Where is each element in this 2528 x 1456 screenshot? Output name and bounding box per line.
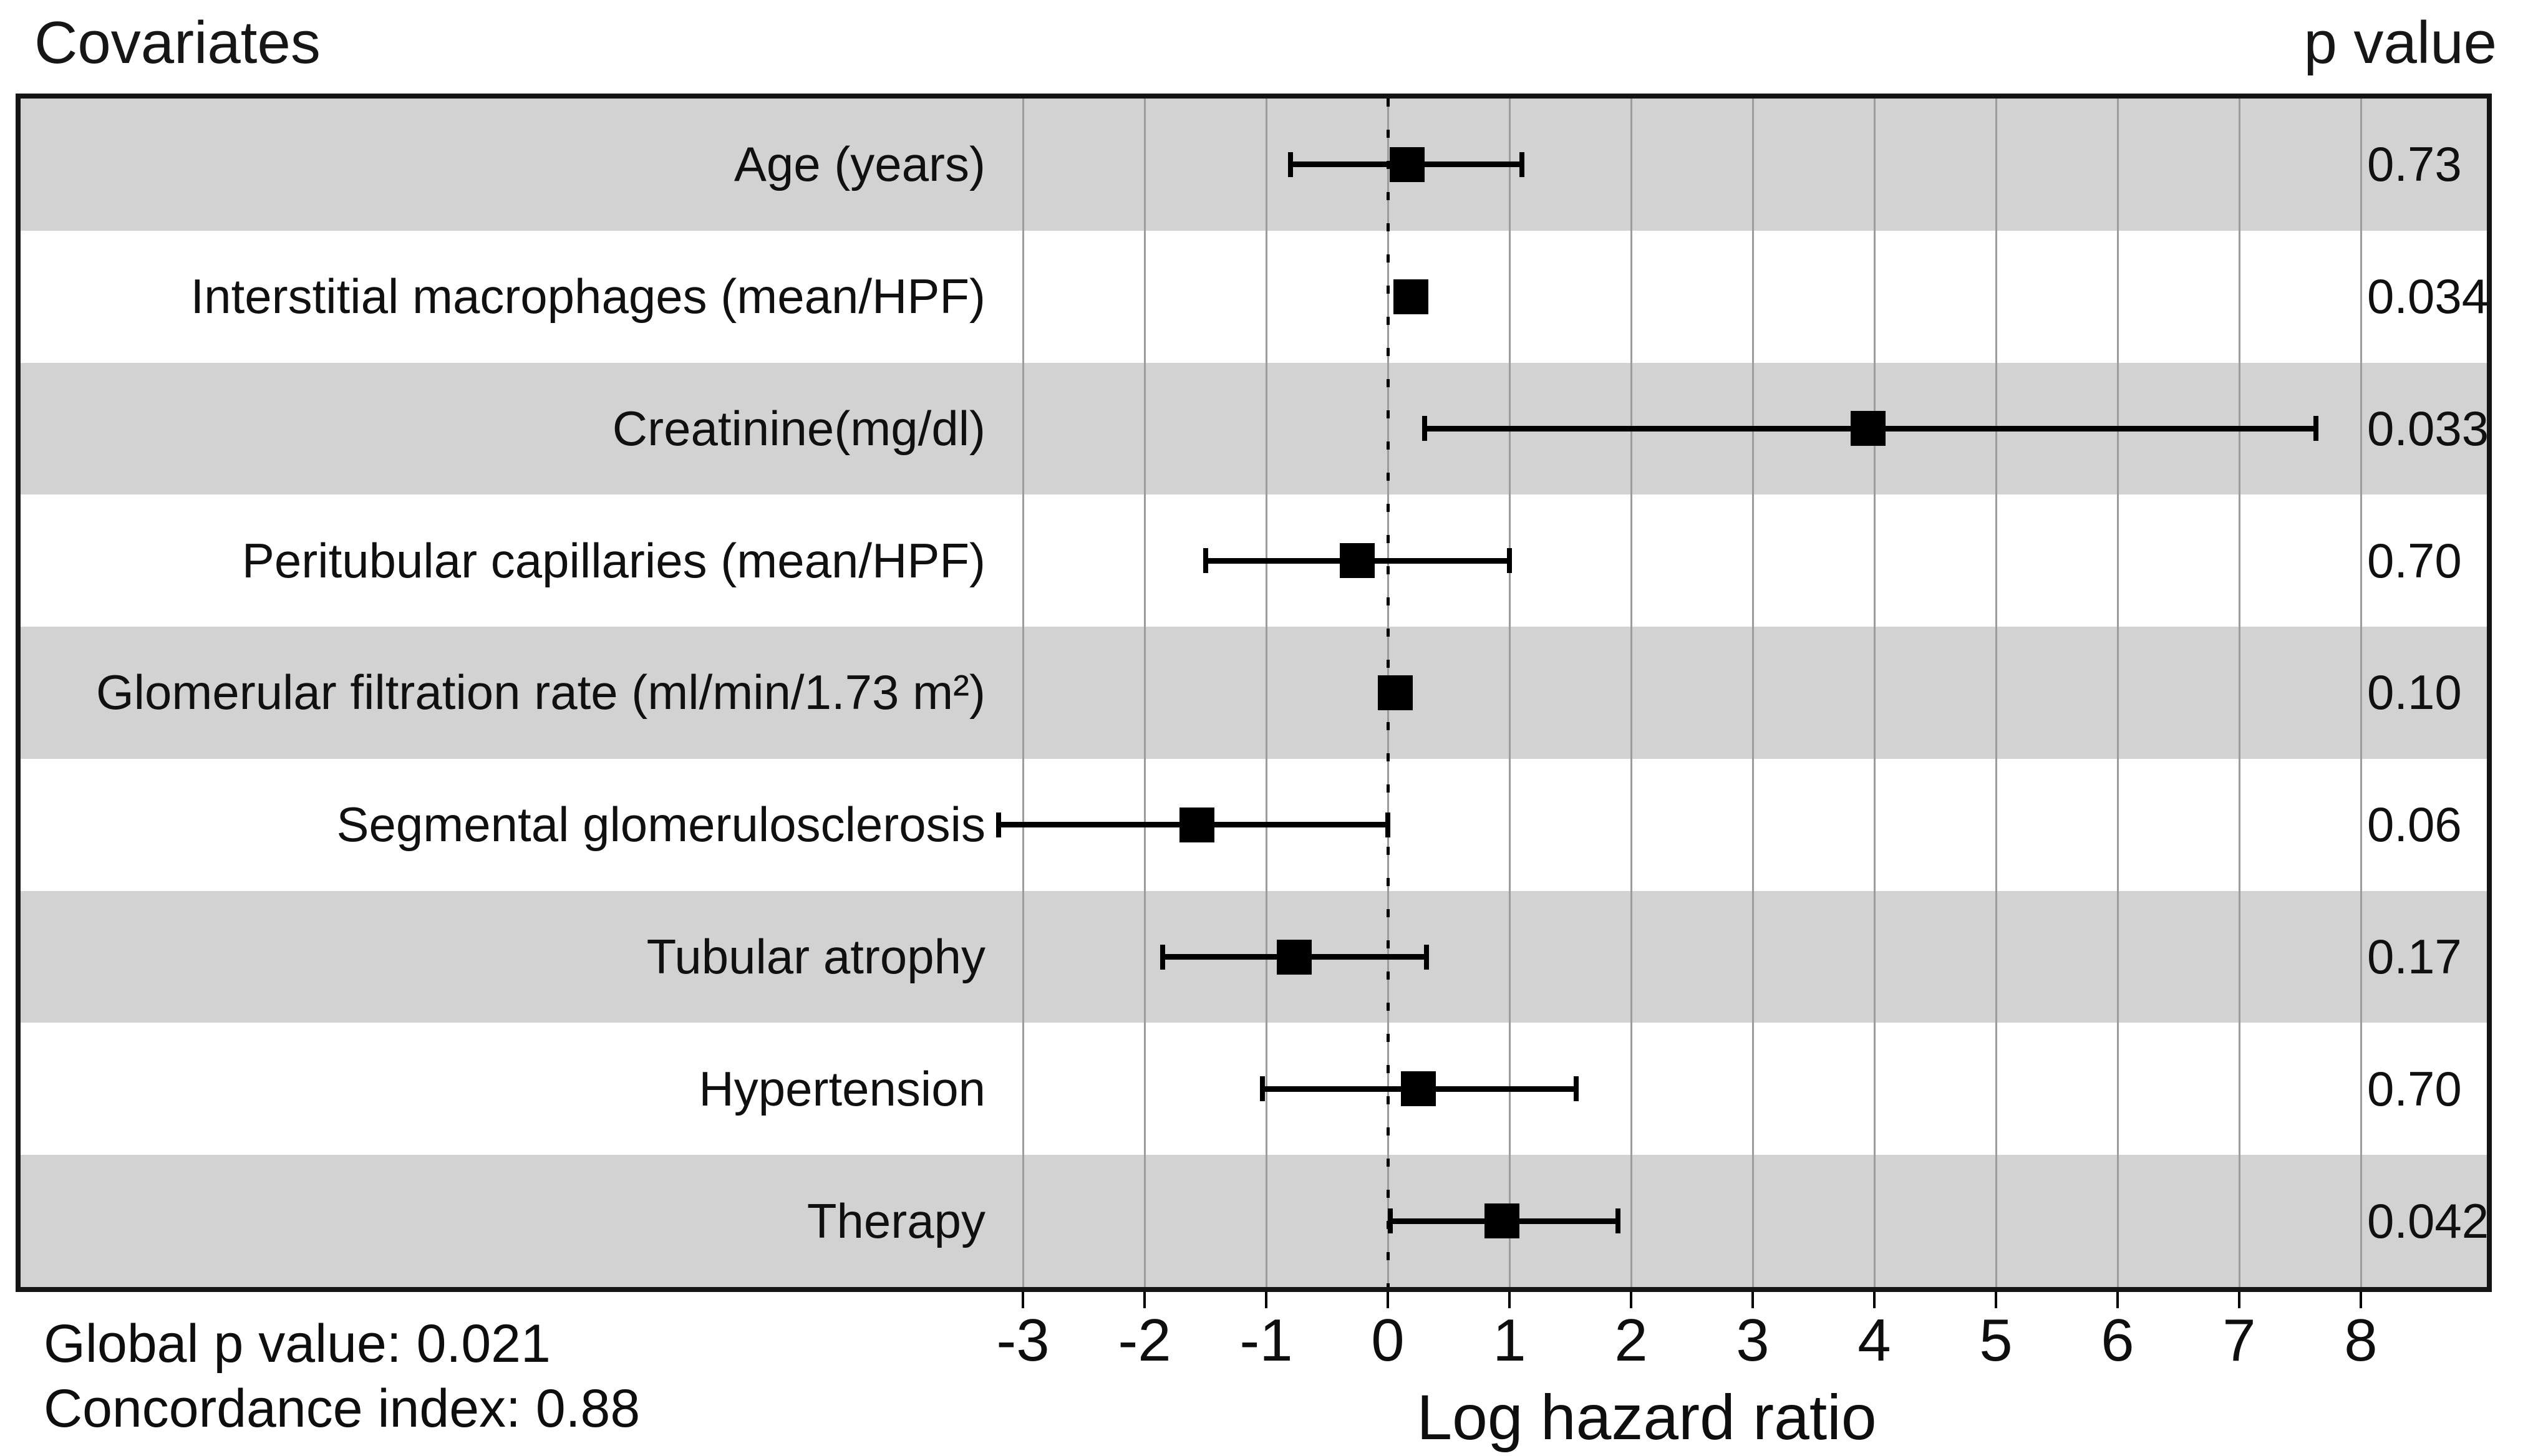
covariate-label: Segmental glomerulosclerosis <box>336 797 986 852</box>
x-axis-tick <box>1873 1292 1876 1308</box>
x-axis-tick-label: 7 <box>2222 1307 2256 1374</box>
row-stripe <box>21 1155 2487 1287</box>
gridline <box>2116 99 2119 1287</box>
p-value: 0.73 <box>2367 137 2462 192</box>
x-axis-tick-label: 3 <box>1736 1307 1770 1374</box>
x-axis-tick <box>2238 1292 2240 1308</box>
estimate-marker <box>1390 147 1425 182</box>
covariate-label: Peritubular capillaries (mean/HPF) <box>241 533 986 588</box>
p-value: 0.70 <box>2367 533 2462 588</box>
gridline <box>1751 99 1754 1287</box>
covariate-label: Glomerular filtration rate (ml/min/1.73 … <box>95 665 986 720</box>
estimate-marker <box>1393 279 1429 314</box>
estimate-marker <box>1851 411 1886 446</box>
x-axis-tick <box>1751 1292 1754 1308</box>
p-value-column-header: p value <box>2303 9 2497 76</box>
concordance-index-note: Concordance index: 0.88 <box>44 1379 641 1439</box>
estimate-marker <box>1276 939 1312 975</box>
x-axis-tick-label: 5 <box>1979 1307 2013 1374</box>
gridline <box>1508 99 1511 1287</box>
p-value: 0.70 <box>2367 1061 2462 1116</box>
covariate-label: Creatinine(mg/dl) <box>612 400 986 456</box>
x-axis-title: Log hazard ratio <box>1417 1382 1877 1453</box>
x-axis-tick-label: -2 <box>1118 1307 1171 1374</box>
ci-whisker-cap <box>1421 416 1427 441</box>
gridline <box>2360 99 2362 1287</box>
ci-whisker-cap <box>1615 1208 1620 1234</box>
x-axis-tick <box>1387 1292 1389 1308</box>
x-axis-tick-label: 6 <box>2101 1307 2134 1374</box>
ci-whisker-cap <box>1507 548 1512 574</box>
x-axis-tick <box>1265 1292 1267 1308</box>
ci-whisker-cap <box>1424 944 1430 970</box>
x-axis-tick-label: 8 <box>2344 1307 2378 1374</box>
ci-whisker-cap <box>1160 944 1166 970</box>
x-axis-tick <box>1022 1292 1024 1308</box>
p-value: 0.17 <box>2367 929 2462 985</box>
gridline <box>1630 99 1632 1287</box>
x-axis-tick-label: 0 <box>1371 1307 1405 1374</box>
ci-whisker-cap <box>1288 152 1293 177</box>
ci-whisker-cap <box>1385 812 1390 837</box>
p-value: 0.06 <box>2367 797 2462 852</box>
covariate-label: Hypertension <box>699 1061 986 1116</box>
p-value: 0.033 <box>2367 400 2489 456</box>
covariate-label: Age (years) <box>734 137 986 192</box>
ci-whisker-cap <box>1574 1076 1579 1102</box>
row-stripe <box>21 627 2487 759</box>
gridline <box>1873 99 1876 1287</box>
p-value: 0.042 <box>2367 1193 2489 1248</box>
covariate-label: Interstitial macrophages (mean/HPF) <box>190 269 986 324</box>
estimate-marker <box>1400 1071 1436 1107</box>
covariate-label: Therapy <box>806 1193 986 1248</box>
x-axis-tick-label: 1 <box>1493 1307 1526 1374</box>
ci-whisker-cap <box>2313 416 2318 441</box>
ci-whisker-cap <box>1260 1076 1266 1102</box>
p-value: 0.034 <box>2367 269 2489 324</box>
gridline <box>1995 99 1997 1287</box>
x-axis-tick <box>2360 1292 2362 1308</box>
gridline <box>1022 99 1024 1287</box>
x-axis-tick <box>1630 1292 1632 1308</box>
gridline <box>1265 99 1267 1287</box>
ci-whisker-cap <box>1203 548 1208 574</box>
forest-plot: Age (years) 0.73 Interstitial macrophages … <box>16 94 2492 1292</box>
estimate-marker <box>1377 675 1413 710</box>
ci-whisker-cap <box>1519 152 1524 177</box>
estimate-marker <box>1179 807 1214 842</box>
covariate-label: Tubular atrophy <box>646 929 986 985</box>
x-axis-tick <box>1995 1292 1997 1308</box>
x-axis-tick <box>2116 1292 2119 1308</box>
ci-whisker-cap <box>996 812 1001 837</box>
x-axis-tick-label: 4 <box>1857 1307 1891 1374</box>
global-p-value-note: Global p value: 0.021 <box>44 1314 551 1374</box>
row-stripe <box>21 99 2487 231</box>
x-axis-tick-label: 2 <box>1614 1307 1648 1374</box>
p-value: 0.10 <box>2367 665 2462 720</box>
x-axis-tick <box>1143 1292 1146 1308</box>
ci-whisker-cap <box>1387 1208 1393 1234</box>
page-title: Covariates <box>34 9 321 76</box>
estimate-marker <box>1340 543 1375 579</box>
gridline <box>1143 99 1146 1287</box>
gridline <box>2238 99 2240 1287</box>
x-axis-tick-label: -3 <box>996 1307 1050 1374</box>
x-axis-tick <box>1508 1292 1511 1308</box>
estimate-marker <box>1484 1203 1520 1239</box>
x-axis-tick-label: -1 <box>1239 1307 1293 1374</box>
